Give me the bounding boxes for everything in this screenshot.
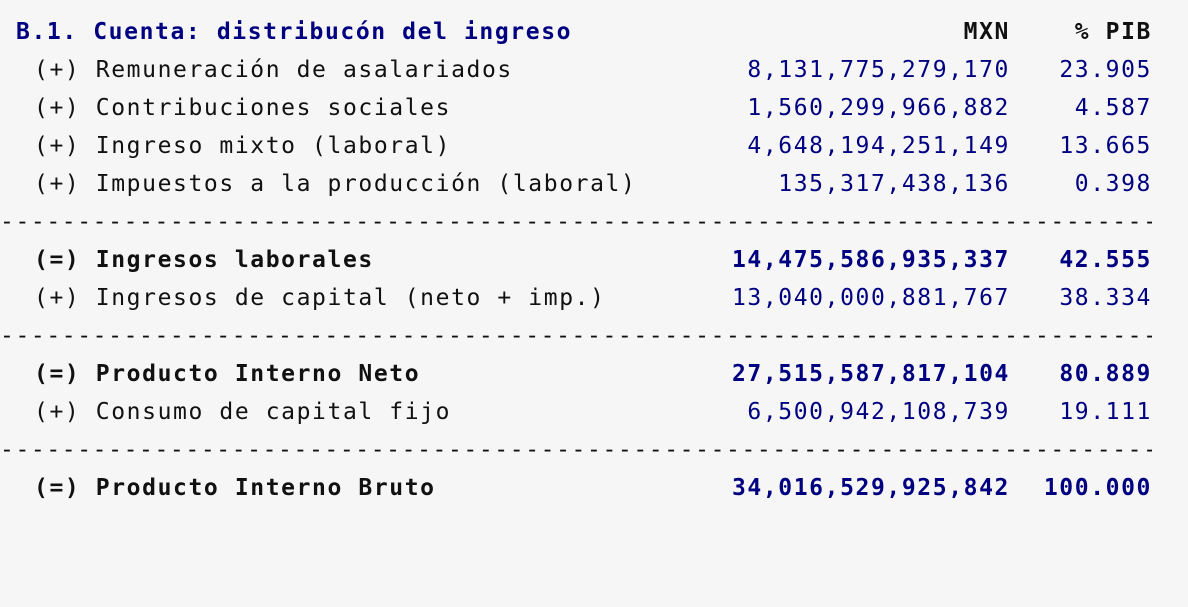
row-value-pib: 4.587 (1074, 95, 1152, 121)
subtotal-row: (=) Producto Interno Neto 27,515,587,817… (0, 357, 1188, 391)
row-value-mxn: 8,131,775,279,170 (747, 57, 1010, 83)
row-value-pib: 19.111 (1059, 399, 1152, 425)
row-label: (+) Ingresos de capital (neto + imp.) (34, 285, 606, 311)
row-value-pib: 23.905 (1059, 57, 1152, 83)
column-header-mxn: MXN (963, 19, 1010, 45)
table-row: (+) Consumo de capital fijo 6,500,942,10… (0, 395, 1188, 429)
row-value-pib: 80.889 (1059, 361, 1152, 387)
row-value-mxn: 27,515,587,817,104 (731, 361, 1010, 387)
row-value-mxn: 34,016,529,925,842 (731, 475, 1010, 501)
row-label: (+) Remuneración de asalariados (34, 57, 513, 83)
row-label: (=) Producto Interno Bruto (34, 475, 436, 501)
table-row: (+) Remuneración de asalariados 8,131,77… (0, 53, 1188, 87)
table-row: (+) Impuestos a la producción (laboral) … (0, 167, 1188, 201)
row-label: (=) Producto Interno Neto (34, 361, 421, 387)
row-value-mxn: 135,317,438,136 (778, 171, 1010, 197)
section-title: B.1. Cuenta: distribucón del ingreso (16, 19, 573, 45)
row-value-pib: 0.398 (1074, 171, 1152, 197)
row-value-mxn: 14,475,586,935,337 (731, 247, 1010, 273)
row-value-pib: 42.555 (1059, 247, 1152, 273)
row-label: (+) Contribuciones sociales (34, 95, 452, 121)
row-value-pib: 100.000 (1043, 475, 1152, 501)
row-value-mxn: 1,560,299,966,882 (747, 95, 1010, 121)
row-label: (+) Impuestos a la producción (laboral) (34, 171, 637, 197)
table-row: (+) Contribuciones sociales 1,560,299,96… (0, 91, 1188, 125)
subtotal-row: (=) Ingresos laborales 14,475,586,935,33… (0, 243, 1188, 277)
row-value-pib: 13.665 (1059, 133, 1152, 159)
row-value-pib: 38.334 (1059, 285, 1152, 311)
divider-line: ----------------------------------------… (0, 323, 1152, 349)
table-row: (+) Ingresos de capital (neto + imp.) 13… (0, 281, 1188, 315)
table-row: (+) Ingreso mixto (laboral) 4,648,194,25… (0, 129, 1188, 163)
total-row: (=) Producto Interno Bruto 34,016,529,92… (0, 471, 1188, 505)
column-header-pib: % PIB (1074, 19, 1152, 45)
row-value-mxn: 4,648,194,251,149 (747, 133, 1010, 159)
divider-line: ----------------------------------------… (0, 437, 1152, 463)
row-label: (=) Ingresos laborales (34, 247, 374, 273)
header-row: B.1. Cuenta: distribucón del ingreso MXN… (0, 15, 1188, 49)
divider-line: ----------------------------------------… (0, 209, 1152, 235)
row-label: (+) Ingreso mixto (laboral) (34, 133, 452, 159)
row-value-mxn: 13,040,000,881,767 (731, 285, 1010, 311)
row-label: (+) Consumo de capital fijo (34, 399, 452, 425)
row-value-mxn: 6,500,942,108,739 (747, 399, 1010, 425)
